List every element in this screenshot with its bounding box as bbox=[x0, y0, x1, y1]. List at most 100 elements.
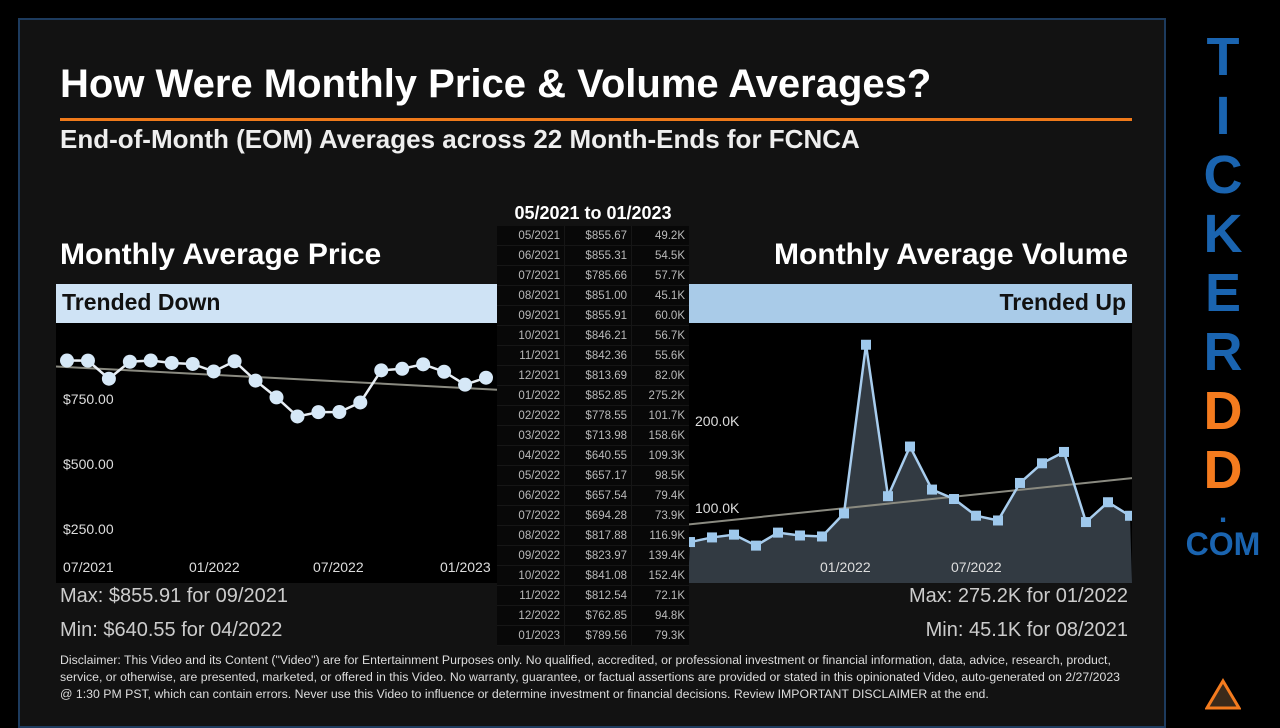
data-point-04/2022 bbox=[927, 484, 937, 495]
data-point-06/2021 bbox=[707, 532, 717, 543]
cell-price: $657.17 bbox=[565, 466, 632, 485]
cell-volume: 152.4K bbox=[648, 570, 685, 582]
data-point-05/2021 bbox=[688, 537, 695, 548]
cell-price: $694.28 bbox=[565, 506, 632, 525]
data-point-11/2022 bbox=[437, 364, 452, 379]
cell-price: $855.91 bbox=[565, 306, 632, 325]
price-chart bbox=[56, 323, 497, 583]
cell-price: $789.56 bbox=[565, 626, 632, 645]
data-point-01/2023 bbox=[1125, 510, 1132, 521]
data-point-08/2021 bbox=[751, 540, 761, 551]
data-point-12/2021 bbox=[839, 508, 849, 519]
cell-date: 08/2021 bbox=[497, 286, 565, 305]
cell-volume: 60.0K bbox=[654, 310, 685, 322]
data-point-05/2022 bbox=[949, 494, 959, 505]
table-row: 05/2021 $855.67 49.2K bbox=[497, 226, 689, 246]
cell-volume: 72.1K bbox=[654, 590, 685, 602]
cell-date: 09/2022 bbox=[497, 546, 565, 565]
price-x-tick: 07/2021 bbox=[63, 559, 114, 575]
price-max: Max: $855.91 for 09/2021 bbox=[60, 585, 288, 607]
data-point-11/2022 bbox=[1081, 517, 1091, 528]
cell-price: $762.85 bbox=[565, 606, 632, 625]
data-point-07/2021 bbox=[101, 371, 116, 386]
data-point-03/2022 bbox=[905, 441, 915, 452]
title-divider bbox=[60, 118, 1132, 121]
logo-letter: C bbox=[1203, 145, 1243, 205]
price-x-tick: 07/2022 bbox=[313, 559, 364, 575]
table-row: 06/2021 $855.31 54.5K bbox=[497, 246, 689, 266]
cell-price: $842.36 bbox=[565, 346, 632, 365]
data-point-06/2022 bbox=[332, 405, 347, 420]
tickerdd-logo: T I C K E R D D. COM bbox=[1180, 27, 1266, 563]
data-point-08/2022 bbox=[1015, 477, 1025, 488]
table-row: 10/2022 $841.08 152.4K bbox=[497, 566, 689, 586]
data-point-01/2022 bbox=[861, 339, 871, 350]
data-point-11/2021 bbox=[185, 356, 200, 371]
table-row: 07/2021 $785.66 57.7K bbox=[497, 266, 689, 286]
table-row: 09/2021 $855.91 60.0K bbox=[497, 306, 689, 326]
data-point-09/2022 bbox=[1037, 458, 1047, 469]
cell-volume: 73.9K bbox=[654, 510, 685, 522]
data-point-10/2022 bbox=[416, 357, 431, 372]
data-point-02/2022 bbox=[883, 491, 893, 502]
logo-letter: K bbox=[1203, 204, 1243, 264]
price-min: Min: $640.55 for 04/2022 bbox=[60, 619, 283, 641]
cell-volume: 82.0K bbox=[654, 370, 685, 382]
volume-y-tick: 200.0K bbox=[695, 413, 740, 429]
cell-date: 11/2021 bbox=[497, 346, 565, 365]
cell-price: $778.55 bbox=[565, 406, 632, 425]
logo-letter: T bbox=[1206, 27, 1240, 87]
cell-date: 10/2022 bbox=[497, 566, 565, 585]
data-point-01/2022 bbox=[227, 354, 242, 369]
price-y-tick: $750.00 bbox=[63, 391, 114, 407]
table-row: 12/2022 $762.85 94.8K bbox=[497, 606, 689, 626]
cell-volume: 275.2K bbox=[648, 390, 685, 402]
page-subtitle: End-of-Month (EOM) Averages across 22 Mo… bbox=[60, 124, 860, 154]
data-point-07/2022 bbox=[993, 515, 1003, 526]
cell-price: $713.98 bbox=[565, 426, 632, 445]
table-row: 02/2022 $778.55 101.7K bbox=[497, 406, 689, 426]
table-row: 09/2022 $823.97 139.4K bbox=[497, 546, 689, 566]
cell-price: $852.85 bbox=[565, 386, 632, 405]
price-chart-title: Monthly Average Price bbox=[60, 238, 382, 271]
data-point-08/2021 bbox=[122, 354, 137, 369]
cell-date: 10/2021 bbox=[497, 326, 565, 345]
table-row: 08/2022 $817.88 116.9K bbox=[497, 526, 689, 546]
data-point-12/2022 bbox=[1103, 497, 1113, 508]
data-point-09/2022 bbox=[395, 361, 410, 376]
data-point-10/2021 bbox=[164, 355, 179, 370]
cell-date: 07/2021 bbox=[497, 266, 565, 285]
cell-volume: 94.8K bbox=[654, 610, 685, 622]
cell-date: 02/2022 bbox=[497, 406, 565, 425]
data-point-12/2021 bbox=[206, 364, 221, 379]
cell-date: 03/2022 bbox=[497, 426, 565, 445]
cell-date: 05/2021 bbox=[497, 226, 565, 245]
cell-date: 12/2022 bbox=[497, 606, 565, 625]
data-point-07/2021 bbox=[729, 529, 739, 540]
cell-price: $851.00 bbox=[565, 286, 632, 305]
data-point-05/2022 bbox=[311, 405, 326, 420]
cell-price: $812.54 bbox=[565, 586, 632, 605]
table-row: 01/2023 $789.56 79.3K bbox=[497, 626, 689, 646]
cell-volume: 158.6K bbox=[648, 430, 685, 442]
data-table: 05/2021 $855.67 49.2K 06/2021 $855.31 54.5K 07… bbox=[497, 226, 689, 646]
page-title: How Were Monthly Price & Volume Averages… bbox=[60, 62, 932, 106]
trend-line bbox=[688, 477, 1132, 526]
cell-date: 07/2022 bbox=[497, 506, 565, 525]
price-x-tick: 01/2022 bbox=[189, 559, 240, 575]
table-title: 05/2021 to 01/2023 bbox=[514, 203, 672, 223]
cell-date: 06/2022 bbox=[497, 486, 565, 505]
cell-price: $785.66 bbox=[565, 266, 632, 285]
table-row: 10/2021 $846.21 56.7K bbox=[497, 326, 689, 346]
logo-letter: COM bbox=[1185, 526, 1261, 562]
price-y-tick: $500.00 bbox=[63, 456, 114, 472]
cell-date: 01/2023 bbox=[497, 626, 565, 645]
volume-chart bbox=[688, 323, 1132, 583]
data-point-04/2022 bbox=[290, 409, 305, 424]
volume-chart-title: Monthly Average Volume bbox=[774, 238, 1128, 271]
cell-price: $855.67 bbox=[565, 226, 632, 245]
cell-price: $846.21 bbox=[565, 326, 632, 345]
table-row: 12/2021 $813.69 82.0K bbox=[497, 366, 689, 386]
table-row: 08/2021 $851.00 45.1K bbox=[497, 286, 689, 306]
cell-date: 05/2022 bbox=[497, 466, 565, 485]
